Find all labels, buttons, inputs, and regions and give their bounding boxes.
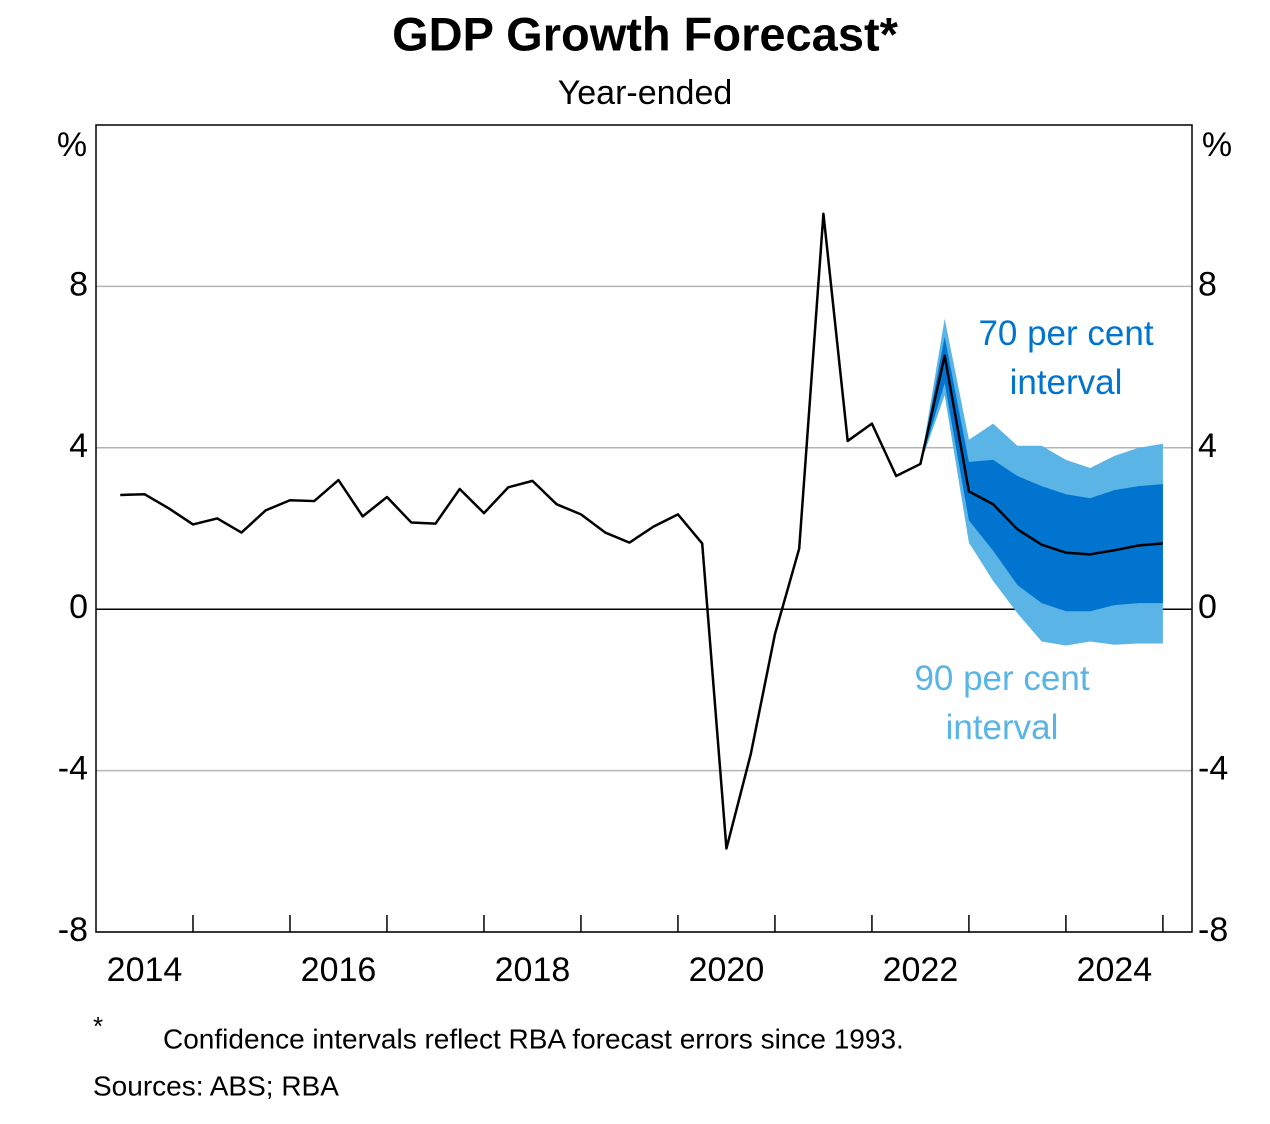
- y2-tick-label: 0: [1198, 588, 1217, 626]
- y-tick-label: 8: [69, 265, 88, 303]
- chart-subtitle: Year-ended: [558, 74, 733, 112]
- y2-tick-label: -4: [1198, 750, 1228, 788]
- y-tick-label: 0: [69, 588, 88, 626]
- x-tick-label: 2014: [107, 951, 183, 989]
- y2-unit-label: %: [1202, 126, 1232, 164]
- footnote-marker: *: [93, 1011, 103, 1041]
- plot-frame: [95, 124, 1193, 933]
- band-label: 70 per cent interval: [978, 314, 1154, 402]
- x-tick-label: 2022: [883, 951, 959, 989]
- y-tick-label: -8: [58, 911, 88, 949]
- y2-tick-label: 8: [1198, 265, 1217, 303]
- footnote: Confidence intervals reflect RBA forecas…: [163, 1023, 904, 1054]
- chart-title: GDP Growth Forecast*: [392, 7, 899, 60]
- y-tick-label: 4: [69, 427, 88, 465]
- interval-band: [920, 336, 1163, 612]
- x-tick-label: 2018: [495, 951, 571, 989]
- y2-tick-label: -8: [1198, 911, 1228, 949]
- x-tick-label: 2024: [1077, 951, 1153, 989]
- band-label: 90 per cent interval: [914, 659, 1090, 747]
- sources: Sources: ABS; RBA: [93, 1070, 339, 1101]
- x-tick-label: 2020: [689, 951, 765, 989]
- gdp-line: [120, 212, 1164, 850]
- y-tick-label: -4: [58, 750, 88, 788]
- x-tick-label: 2016: [301, 951, 377, 989]
- y2-tick-label: 4: [1198, 427, 1217, 465]
- y-unit-label: %: [57, 126, 87, 164]
